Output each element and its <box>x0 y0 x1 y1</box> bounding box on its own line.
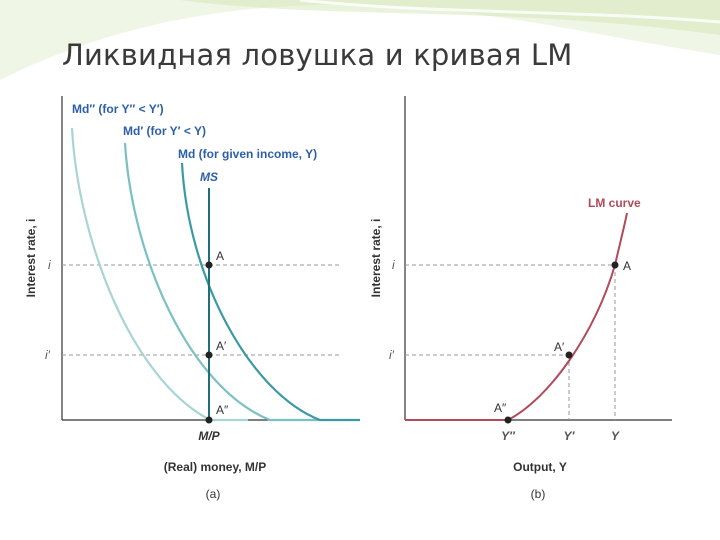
panel-b: A A′ A″ LM curve i i′ Y″ Y′ Y Interest r… <box>369 96 672 501</box>
point-b-a <box>611 261 619 269</box>
panel-a: A A′ A″ i i′ M/P Md″ (for Y″ < Y′) Md′ (… <box>24 96 360 501</box>
point-a-prime <box>205 351 213 359</box>
label-md-middle: Md′ (for Y′ < Y) <box>123 124 206 138</box>
label-md-outer: Md″ (for Y″ < Y′) <box>72 102 164 116</box>
point-a <box>205 261 213 269</box>
label-money-supply: MS <box>200 170 218 184</box>
lm-curve-label: LM curve <box>588 196 641 210</box>
money-demand-curve-inner <box>180 162 360 422</box>
panel-b-tick-y1: Y′ <box>564 429 576 443</box>
money-demand-curve-outer <box>70 127 248 422</box>
slide-title: Ликвидная ловушка и кривая LM <box>62 38 573 72</box>
figure: A A′ A″ i i′ M/P Md″ (for Y″ < Y′) Md′ (… <box>24 96 672 501</box>
point-b-a-double-prime-label: A″ <box>494 401 507 415</box>
panel-b-tick-i: i <box>392 258 395 272</box>
panel-a-y-axis-title: Interest rate, i <box>24 219 38 298</box>
panel-b-y-axis-title: Interest rate, i <box>369 219 383 298</box>
panel-a-x-axis-title: (Real) money, M/P <box>164 460 266 474</box>
point-a-double-prime-label: A″ <box>216 403 229 417</box>
point-b-a-double-prime <box>504 416 512 424</box>
panel-b-tick-y2: Y″ <box>501 429 516 443</box>
panel-b-caption: (b) <box>531 487 546 501</box>
panel-b-tick-i-prime: i′ <box>389 348 395 362</box>
panel-a-tick-mp: M/P <box>198 429 220 443</box>
point-b-a-prime-label: A′ <box>554 340 565 354</box>
lm-curve <box>405 212 628 421</box>
panel-a-tick-i: i <box>48 258 51 272</box>
point-a-double-prime <box>205 416 213 424</box>
background-swoosh <box>0 0 720 80</box>
panel-a-caption: (a) <box>206 487 221 501</box>
point-b-a-prime <box>565 351 573 359</box>
point-a-label: A <box>216 249 224 263</box>
money-demand-curve-middle <box>123 142 320 422</box>
point-b-a-label: A <box>623 259 631 273</box>
panel-b-tick-y: Y <box>611 429 620 443</box>
panel-b-x-axis-title: Output, Y <box>513 460 567 474</box>
point-a-prime-label: A′ <box>216 339 227 353</box>
label-md-inner: Md (for given income, Y) <box>178 147 317 161</box>
panel-a-tick-i-prime: i′ <box>45 348 51 362</box>
